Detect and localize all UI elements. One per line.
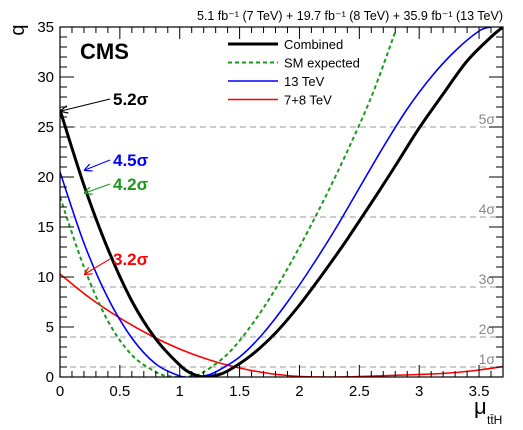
y-tick-label: 30 xyxy=(37,69,54,86)
x-tick-label: 2.5 xyxy=(349,383,370,400)
significance-label-3: 3σ xyxy=(479,271,496,287)
y-tick-label: 0 xyxy=(46,369,54,386)
x-tick-label: 0 xyxy=(56,383,64,400)
y-axis-title: q xyxy=(7,24,29,35)
significance-label-5: 5σ xyxy=(479,111,496,127)
callout-arrow-4 xyxy=(85,259,110,274)
experiment-label: CMS xyxy=(80,39,129,64)
significance-label-2: 2σ xyxy=(479,321,496,337)
x-tick-label: 3 xyxy=(415,383,423,400)
significance-label-1: 1σ xyxy=(479,351,496,367)
y-tick-label: 5 xyxy=(46,319,54,336)
legend-label-3: 13 TeV xyxy=(284,74,325,89)
callout-arrow-1 xyxy=(61,99,110,111)
y-tick-label: 20 xyxy=(37,169,54,186)
legend-label-2: SM expected xyxy=(284,56,360,71)
x-tick-label: 0.5 xyxy=(109,383,130,400)
significance-callout-2: 4.5σ xyxy=(113,151,149,170)
significance-callout-4: 3.2σ xyxy=(113,250,149,269)
y-tick-label: 25 xyxy=(37,119,54,136)
y-tick-label: 35 xyxy=(37,19,54,36)
series-line-13-tev xyxy=(60,27,491,377)
significance-label-4: 4σ xyxy=(479,201,496,217)
callout-arrow-3 xyxy=(85,184,110,193)
series-line-sm-expected xyxy=(60,32,395,377)
series-group xyxy=(60,27,503,377)
x-tick-label: 2 xyxy=(295,383,303,400)
y-tick-label: 10 xyxy=(37,269,54,286)
significance-callout-3: 4.2σ xyxy=(113,175,149,194)
significance-annotations: 5.2σ 4.5σ 4.2σ 3.2σ xyxy=(61,90,149,274)
significance-callout-1: 5.2σ xyxy=(113,90,149,109)
luminosity-header: 5.1 fb⁻¹ (7 TeV) + 19.7 fb⁻¹ (8 TeV) + 3… xyxy=(197,9,503,23)
svg-text:tt̄H: tt̄H xyxy=(487,413,502,427)
x-tick-label: 1.5 xyxy=(229,383,250,400)
legend: Combined SM expected 13 TeV 7+8 TeV xyxy=(228,37,360,108)
y-tick-label: 15 xyxy=(37,219,54,236)
callout-arrow-2 xyxy=(85,160,110,170)
series-line-combined xyxy=(60,27,503,377)
x-tick-label: 1 xyxy=(176,383,184,400)
svg-text:μ: μ xyxy=(474,394,487,419)
legend-label-1: Combined xyxy=(284,37,343,52)
legend-label-4: 7+8 TeV xyxy=(284,93,332,108)
